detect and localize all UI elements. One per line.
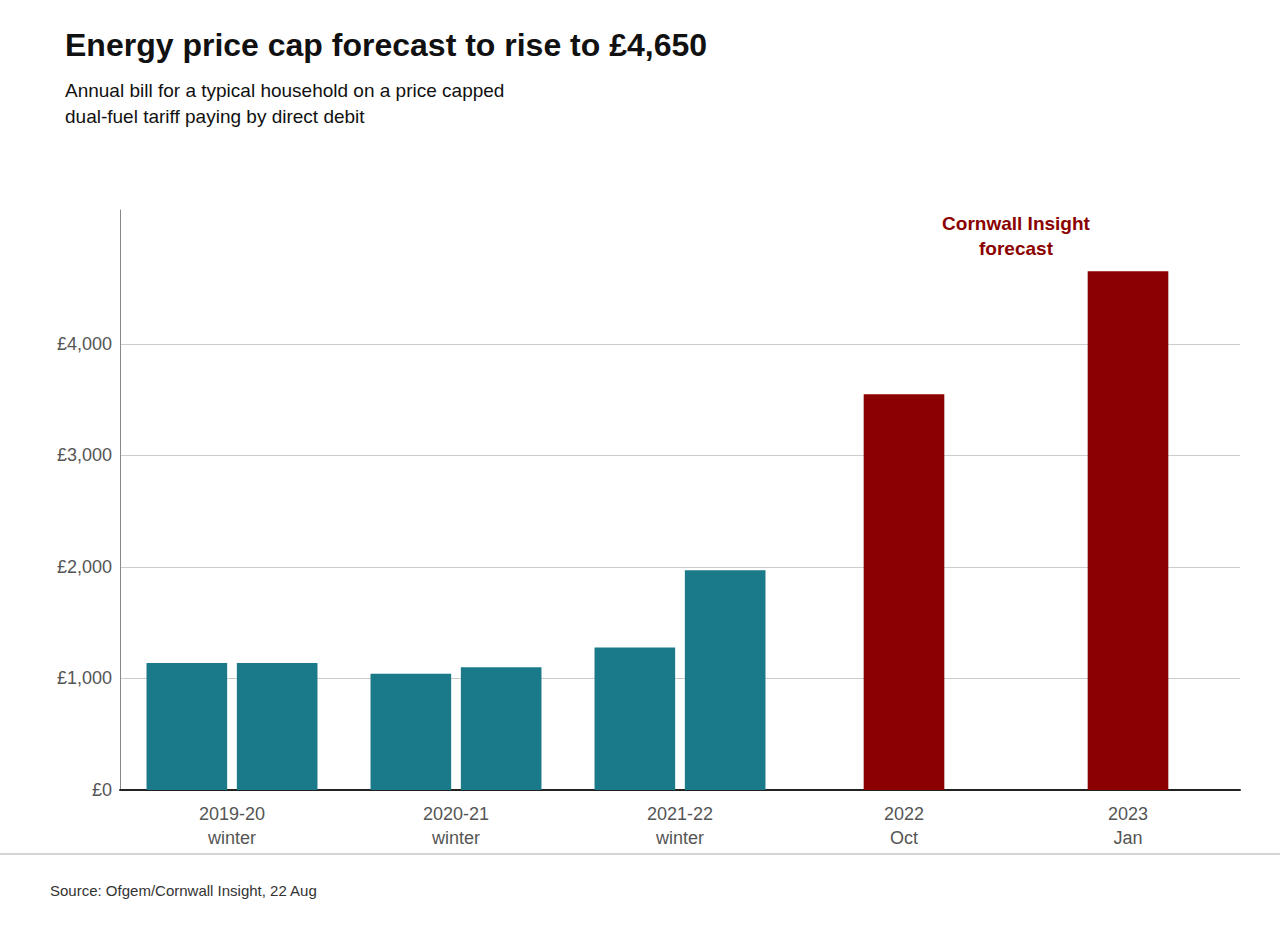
svg-text:2019-20: 2019-20	[199, 804, 265, 824]
svg-text:£0: £0	[92, 780, 112, 800]
svg-text:forecast: forecast	[979, 238, 1054, 259]
svg-text:winter: winter	[655, 828, 704, 848]
svg-text:Cornwall Insight: Cornwall Insight	[942, 213, 1090, 234]
svg-text:Oct: Oct	[890, 828, 918, 848]
svg-text:winter: winter	[207, 828, 256, 848]
svg-text:£4,000: £4,000	[57, 334, 112, 354]
svg-text:£1,000: £1,000	[57, 668, 112, 688]
svg-text:winter: winter	[431, 828, 480, 848]
svg-text:£2,000: £2,000	[57, 557, 112, 577]
svg-text:Annual bill for a typical hous: Annual bill for a typical household on a…	[65, 80, 504, 101]
svg-text:2020-21: 2020-21	[423, 804, 489, 824]
svg-text:2021-22: 2021-22	[647, 804, 713, 824]
svg-text:Jan: Jan	[1113, 828, 1142, 848]
svg-text:Energy price cap forecast to r: Energy price cap forecast to rise to £4,…	[65, 27, 707, 63]
svg-text:2023: 2023	[1108, 804, 1148, 824]
svg-text:2022: 2022	[884, 804, 924, 824]
svg-text:£3,000: £3,000	[57, 445, 112, 465]
svg-text:dual-fuel tariff paying by dir: dual-fuel tariff paying by direct debit	[65, 106, 365, 127]
svg-text:Source: Ofgem/Cornwall Insight: Source: Ofgem/Cornwall Insight, 22 Aug	[50, 882, 317, 899]
